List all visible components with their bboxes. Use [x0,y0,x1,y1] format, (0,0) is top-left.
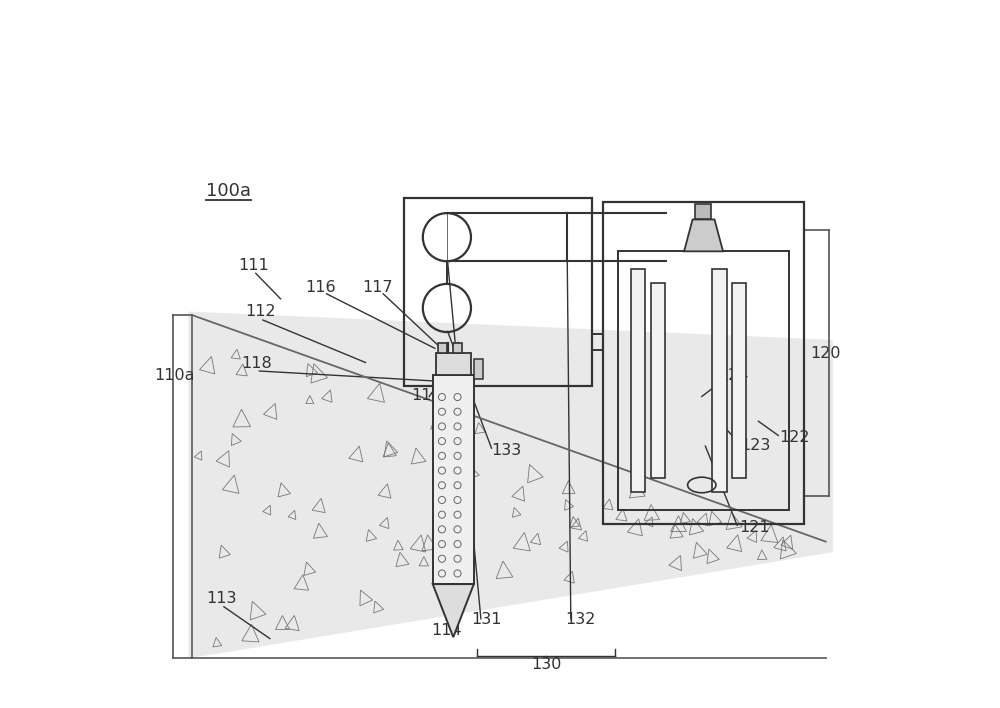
Text: 133: 133 [492,442,522,457]
Polygon shape [433,584,474,637]
Text: 114: 114 [432,623,462,638]
Text: 117: 117 [362,280,393,295]
Bar [732,283,746,478]
Bar [712,269,727,492]
Bar [651,283,665,478]
Text: 131: 131 [472,612,502,627]
Text: 122: 122 [780,430,810,445]
Bar [433,375,474,584]
Bar [404,198,592,386]
Bar [438,343,447,353]
Text: 113: 113 [206,591,237,606]
Bar [474,359,483,379]
Text: 130: 130 [531,657,561,672]
Text: 121: 121 [739,520,770,535]
Bar [436,353,471,375]
Bar [603,202,804,524]
Text: 111: 111 [238,258,269,273]
Text: 116: 116 [305,280,336,295]
Text: 123: 123 [741,438,771,452]
Bar [695,204,711,219]
Text: 115: 115 [412,388,442,403]
Text: 110a: 110a [154,367,195,383]
Text: 120: 120 [810,346,841,360]
Text: 100a: 100a [206,182,251,200]
Text: 118: 118 [242,356,272,371]
Polygon shape [188,312,833,658]
Bar [618,251,789,510]
Bar [631,269,645,492]
Polygon shape [684,219,723,251]
Text: 112: 112 [245,304,276,319]
Bar [453,343,462,353]
Text: 132: 132 [565,612,596,627]
Text: 124: 124 [718,368,749,383]
